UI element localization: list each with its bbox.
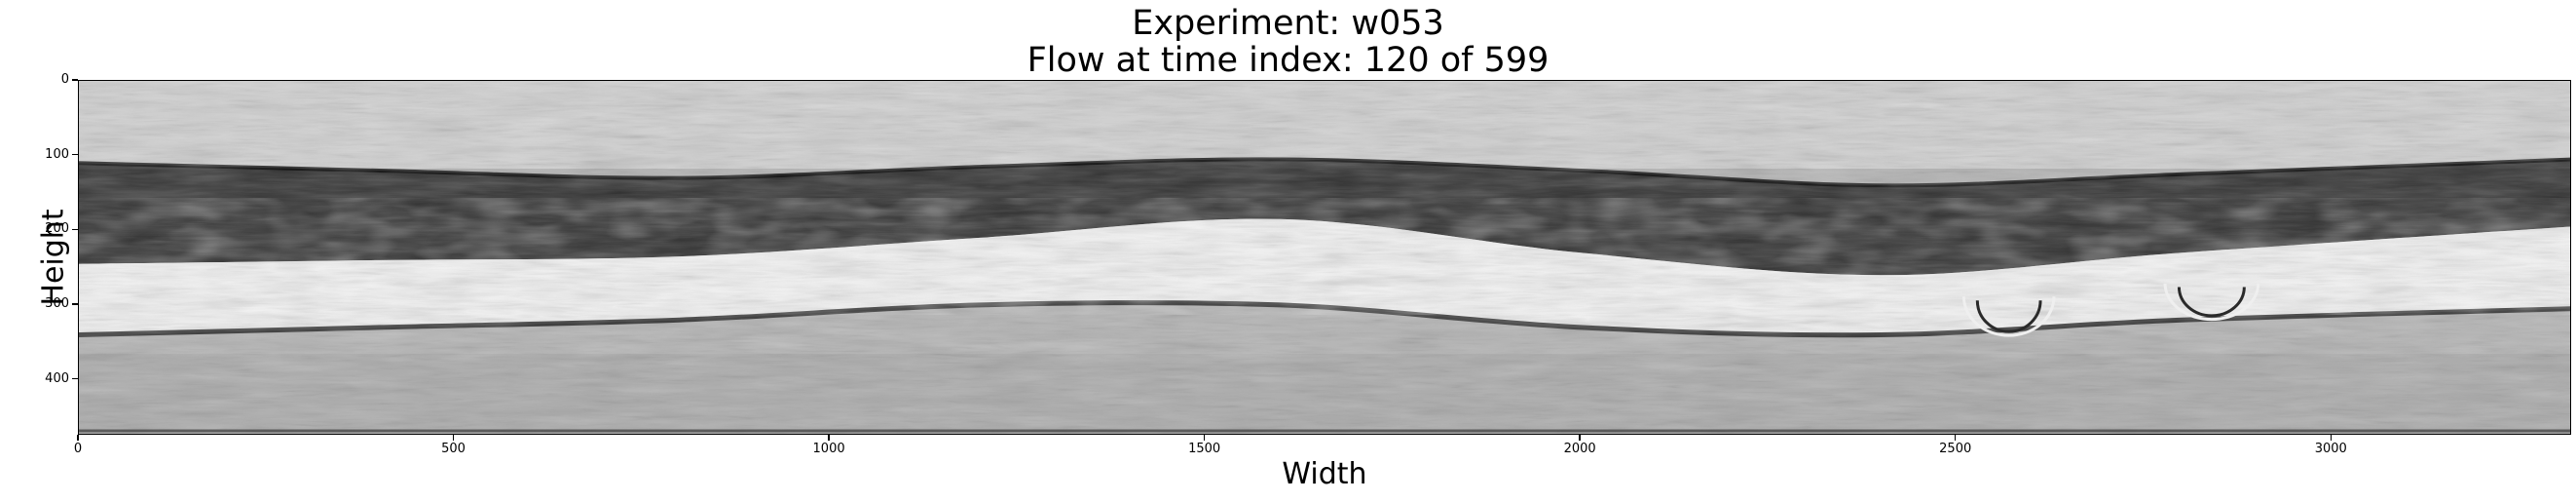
y-axis-label: Height: [36, 209, 71, 306]
y-tick-mark: [72, 153, 78, 156]
vortex-ring-dark-1: [2177, 287, 2246, 318]
x-tick-mark: [828, 435, 830, 441]
x-axis-label: Width: [1282, 457, 1367, 491]
y-tick-mark: [72, 303, 78, 305]
vortex-ring-light-0: [1961, 296, 2056, 337]
x-tick-label: 2000: [1563, 442, 1596, 456]
vortex-ring-dark-0: [1975, 300, 2042, 333]
y-tick-label: 200: [45, 221, 69, 237]
x-tick-mark: [77, 435, 79, 441]
x-tick-mark: [2330, 435, 2332, 441]
x-tick-label: 1500: [1188, 442, 1221, 456]
x-tick-mark: [1954, 435, 1957, 441]
x-tick-mark: [1203, 435, 1206, 441]
chart-title-line-2: Flow at time index: 120 of 599: [1027, 41, 1549, 80]
light-patches: [79, 198, 2570, 315]
x-tick-label: 2500: [1939, 442, 1972, 456]
x-tick-label: 0: [73, 442, 83, 456]
vortex-ring-light-1: [2163, 283, 2260, 322]
y-tick-label: 0: [60, 72, 69, 87]
plot-area: [78, 80, 2571, 435]
heatmap-image: [79, 81, 2570, 434]
y-tick-label: 400: [45, 370, 69, 386]
y-tick-mark: [72, 79, 78, 81]
y-tick-mark: [72, 228, 78, 230]
x-tick-mark: [452, 435, 455, 441]
x-tick-mark: [1579, 435, 1581, 441]
y-tick-label: 100: [45, 146, 69, 162]
y-tick-label: 300: [45, 295, 69, 311]
x-tick-label: 500: [441, 442, 466, 456]
x-tick-label: 1000: [812, 442, 845, 456]
y-tick-mark: [72, 377, 78, 380]
x-tick-label: 3000: [2314, 442, 2347, 456]
chart-title-line-1: Experiment: w053: [1132, 4, 1444, 43]
